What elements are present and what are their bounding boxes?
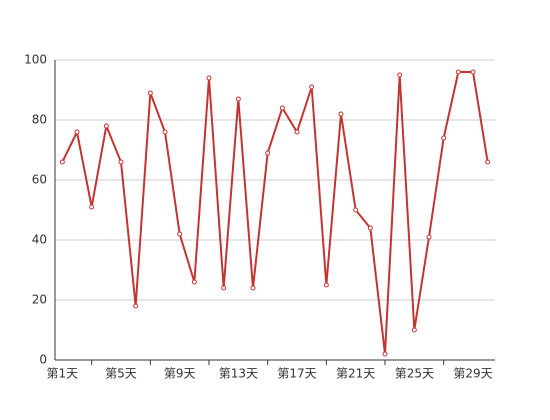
y-tick-label: 60 [32, 173, 47, 187]
x-tick-label: 第29天 [453, 367, 492, 381]
point [177, 231, 183, 237]
point [221, 285, 227, 291]
point [470, 69, 476, 75]
point [89, 204, 95, 210]
point [59, 159, 65, 165]
x-tick-label: 第17天 [277, 367, 316, 381]
x-tick-label: 第21天 [336, 367, 375, 381]
point [162, 129, 168, 135]
point [455, 69, 461, 75]
x-tick-label: 第9天 [164, 367, 196, 381]
point [250, 285, 256, 291]
x-tick-label: 第25天 [395, 367, 434, 381]
point [103, 123, 109, 129]
x-tick-label: 第5天 [105, 367, 137, 381]
point [441, 135, 447, 141]
point [397, 72, 403, 78]
point [133, 303, 139, 309]
y-tick-label: 80 [32, 113, 47, 127]
y-tick-label: 0 [39, 353, 47, 367]
point [147, 90, 153, 96]
point [382, 351, 388, 357]
point [191, 279, 197, 285]
point [426, 234, 432, 240]
x-tick-label: 第1天 [47, 367, 79, 381]
y-tick-label: 20 [32, 293, 47, 307]
point [485, 159, 491, 165]
y-tick-label: 40 [32, 233, 47, 247]
point [235, 96, 241, 102]
point [338, 111, 344, 117]
x-tick-label: 第13天 [219, 367, 258, 381]
point [206, 75, 212, 81]
point [353, 207, 359, 213]
point [411, 327, 417, 333]
point [294, 129, 300, 135]
point [279, 105, 285, 111]
point [309, 84, 315, 90]
y-tick-label: 100 [24, 53, 47, 67]
point [367, 225, 373, 231]
point [118, 159, 124, 165]
series-line [61, 71, 489, 355]
point [323, 282, 329, 288]
point [74, 129, 80, 135]
point [265, 150, 271, 156]
